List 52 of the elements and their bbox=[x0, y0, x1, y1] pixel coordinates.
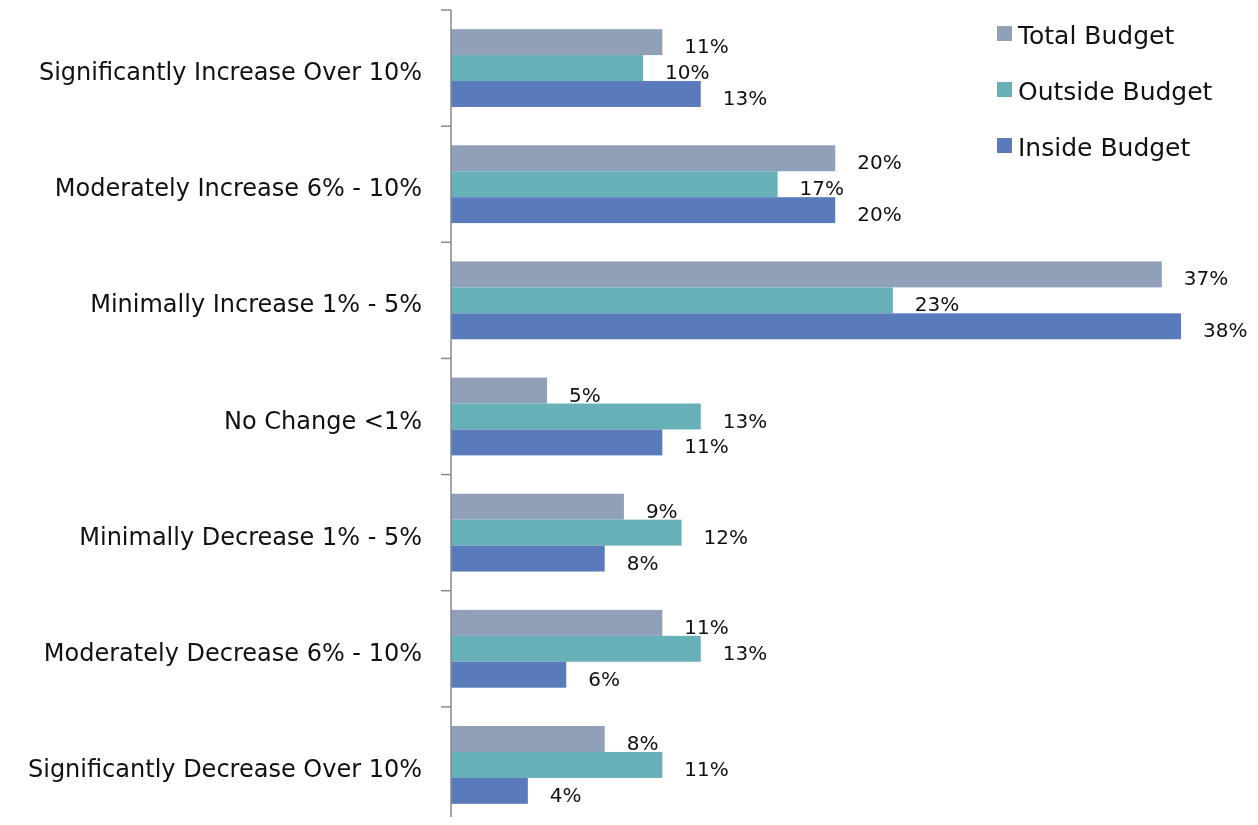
bar bbox=[451, 313, 1181, 340]
data-label: 8% bbox=[626, 550, 659, 575]
bar bbox=[451, 197, 836, 224]
data-label: 8% bbox=[626, 730, 659, 755]
legend-label: Total Budget bbox=[1017, 20, 1175, 50]
bar bbox=[451, 403, 701, 430]
data-label: 23% bbox=[914, 292, 960, 317]
y-tick-label: Significantly Increase Over 10% bbox=[38, 58, 422, 87]
bar bbox=[451, 429, 663, 456]
legend-label: Inside Budget bbox=[1018, 132, 1191, 162]
y-tick-label: Minimally Decrease 1% - 5% bbox=[79, 522, 422, 551]
y-tick-label: Minimally Increase 1% - 5% bbox=[90, 290, 422, 319]
bar bbox=[451, 287, 893, 314]
bar bbox=[451, 261, 1162, 288]
data-label: 11% bbox=[684, 756, 729, 781]
bar bbox=[451, 145, 836, 172]
data-label: 37% bbox=[1183, 266, 1229, 291]
bar bbox=[451, 726, 605, 752]
bar bbox=[451, 545, 605, 572]
data-label: 4% bbox=[549, 782, 582, 807]
bar bbox=[451, 751, 663, 778]
data-label: 6% bbox=[588, 666, 620, 691]
data-label: 11% bbox=[684, 434, 729, 459]
data-label: 38% bbox=[1203, 318, 1248, 343]
data-label: 13% bbox=[722, 640, 768, 665]
bar bbox=[451, 777, 528, 804]
data-label: 13% bbox=[722, 86, 768, 111]
data-label: 11% bbox=[684, 614, 729, 639]
data-label: 20% bbox=[857, 150, 902, 175]
bar bbox=[451, 519, 682, 546]
data-label: 20% bbox=[857, 202, 902, 227]
bar bbox=[451, 29, 663, 56]
data-label: 5% bbox=[569, 382, 601, 407]
bar bbox=[451, 171, 778, 198]
legend-label: Outside Budget bbox=[1018, 76, 1213, 106]
bar bbox=[451, 55, 644, 82]
y-tick-label: No Change <1% bbox=[224, 406, 422, 435]
data-label: 13% bbox=[722, 408, 768, 433]
data-label: 10% bbox=[665, 60, 710, 85]
data-label: 11% bbox=[684, 34, 729, 59]
bar bbox=[451, 609, 663, 636]
data-label: 12% bbox=[703, 524, 748, 549]
data-label: 9% bbox=[645, 498, 678, 523]
bar bbox=[451, 635, 701, 662]
y-tick-label: Significantly Decrease Over 10% bbox=[27, 754, 422, 783]
y-tick-label: Moderately Increase 6% - 10% bbox=[54, 174, 422, 203]
bar bbox=[451, 81, 701, 107]
bar bbox=[451, 493, 624, 520]
bar bbox=[451, 377, 548, 404]
y-tick-label: Moderately Decrease 6% - 10% bbox=[43, 638, 422, 667]
bar bbox=[451, 661, 567, 688]
data-label: 17% bbox=[799, 176, 845, 201]
